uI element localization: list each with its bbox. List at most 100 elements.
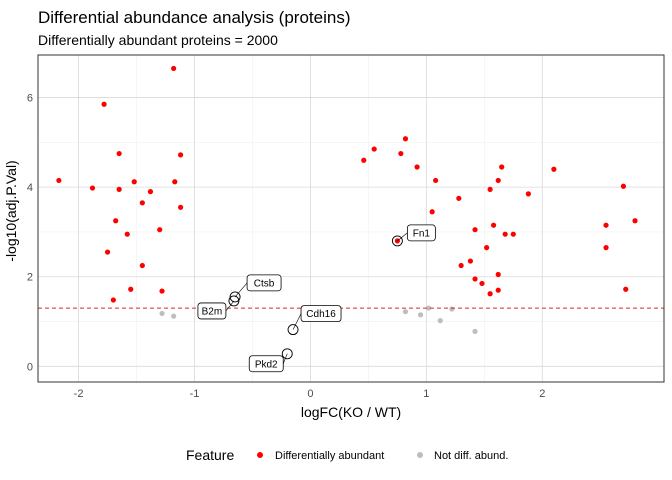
diff-abundant-point <box>116 150 122 157</box>
x-tick-label: 1 <box>423 388 429 400</box>
diff-abundant-point <box>157 227 163 233</box>
x-tick-label: -2 <box>74 388 84 400</box>
chart-title: Differential abundance analysis (protein… <box>38 8 350 27</box>
diff-abundant-point <box>620 183 627 189</box>
diff-abundant-point <box>101 101 107 107</box>
diff-abundant-point <box>398 150 404 157</box>
diff-abundant-point <box>632 218 638 224</box>
diff-abundant-point <box>429 209 435 215</box>
callout-label: Pkd2 <box>255 359 278 370</box>
highlight-ring <box>391 235 403 247</box>
x-axis-title: logFC(KO / WT) <box>301 404 401 420</box>
not-diff-point <box>417 312 424 318</box>
diff-abundant-point <box>510 231 516 237</box>
diff-abundant-point <box>56 177 62 184</box>
diff-abundant-point <box>177 152 184 158</box>
legend-label-notdiff: Not diff. abund. <box>434 450 508 462</box>
not-diff-point <box>402 309 409 315</box>
diff-abundant-point <box>472 276 478 282</box>
diff-abundant-point <box>128 286 134 292</box>
plot-border <box>37 54 665 383</box>
y-tick-label: 0 <box>27 361 33 373</box>
callout-leader <box>282 353 288 364</box>
x-tick-label: -1 <box>190 388 200 400</box>
legend-title: Feature <box>186 447 234 463</box>
not-diff-point <box>472 328 478 334</box>
callout-box <box>197 302 227 320</box>
not-diff-point <box>449 306 455 312</box>
callout-label: Ctsb <box>254 278 275 289</box>
x-tick-label: 2 <box>539 388 545 400</box>
highlight-ring <box>228 295 240 307</box>
diff-abundant-point <box>472 227 478 233</box>
callout-label: Fn1 <box>413 228 431 239</box>
diff-abundant-point <box>525 191 531 197</box>
diff-abundant-point <box>603 222 609 228</box>
diff-abundant-point <box>487 186 493 192</box>
diff-abundant-point <box>456 195 462 201</box>
diff-abundant-point <box>177 204 184 210</box>
diff-abundant-point <box>495 271 501 278</box>
diff-abundant-point <box>113 218 119 224</box>
diff-abundant-point <box>159 288 165 294</box>
diff-abundant-point <box>371 146 377 152</box>
diff-abundant-point <box>89 185 96 191</box>
diff-abundant-point <box>124 231 130 237</box>
diff-abundant-point <box>467 258 474 264</box>
callout-box <box>406 224 436 242</box>
diff-abundant-point <box>116 186 122 192</box>
callout-box <box>248 355 284 373</box>
y-tick-label: 6 <box>27 93 33 105</box>
y-tick-label: 4 <box>27 182 33 194</box>
diff-abundant-point <box>502 231 508 237</box>
highlight-markers: Fn1 Ctsb B2m Cdh16 Pkd2 <box>197 224 436 373</box>
y-tick-label: 2 <box>27 272 33 284</box>
callout-leader <box>397 232 408 242</box>
plot-frame <box>37 54 665 383</box>
not-diff-point <box>159 310 165 317</box>
diff-abundant-point <box>139 262 145 269</box>
gridlines <box>38 55 664 382</box>
diff-abundant-point <box>458 262 464 269</box>
diff-abundant-point <box>131 179 137 185</box>
diff-abundant-point <box>172 179 178 185</box>
diff-abundant-point <box>414 164 420 170</box>
diff-abundant-point <box>495 177 501 184</box>
legend-swatch-notdiff <box>417 452 423 458</box>
callout-leader <box>225 300 235 312</box>
callout-box <box>300 305 342 322</box>
diff-abundant-point <box>623 286 629 292</box>
x-tick-label: 0 <box>307 388 313 400</box>
tick-labels: -2 -1 0 1 2 0 2 4 6 <box>27 93 545 400</box>
highlight-ring <box>287 324 299 336</box>
callout-leader <box>292 313 302 330</box>
callout-leader <box>234 282 248 298</box>
legend: Feature Differentially abundant Not diff… <box>186 447 508 463</box>
data-points <box>56 65 638 334</box>
diff-abundant-point <box>139 200 145 206</box>
diff-abundant-point <box>551 166 557 172</box>
diff-abundant-point <box>479 280 485 287</box>
diff-abundant-point <box>147 189 154 195</box>
callout-label: Cdh16 <box>306 309 336 320</box>
y-axis-title: -log10(adj.P.Val) <box>3 160 19 261</box>
chart-subtitle: Differentially abundant proteins = 2000 <box>38 32 278 48</box>
diff-abundant-point <box>110 297 116 303</box>
callout-label: B2m <box>202 306 223 317</box>
diff-abundant-point <box>171 65 177 72</box>
diff-abundant-point <box>495 287 501 293</box>
not-diff-point <box>426 305 432 311</box>
diff-abundant-point <box>484 245 490 251</box>
callout-box <box>246 274 282 292</box>
legend-label-diff: Differentially abundant <box>275 450 384 462</box>
diff-abundant-point <box>402 136 409 142</box>
diff-abundant-point <box>490 222 497 228</box>
diff-abundant-point <box>499 164 505 170</box>
diff-abundant-point <box>433 177 439 184</box>
highlight-ring <box>229 291 241 303</box>
highlight-ring <box>281 348 293 360</box>
diff-abundant-point <box>487 291 493 297</box>
not-diff-point <box>171 313 177 319</box>
diff-abundant-point <box>361 157 367 163</box>
